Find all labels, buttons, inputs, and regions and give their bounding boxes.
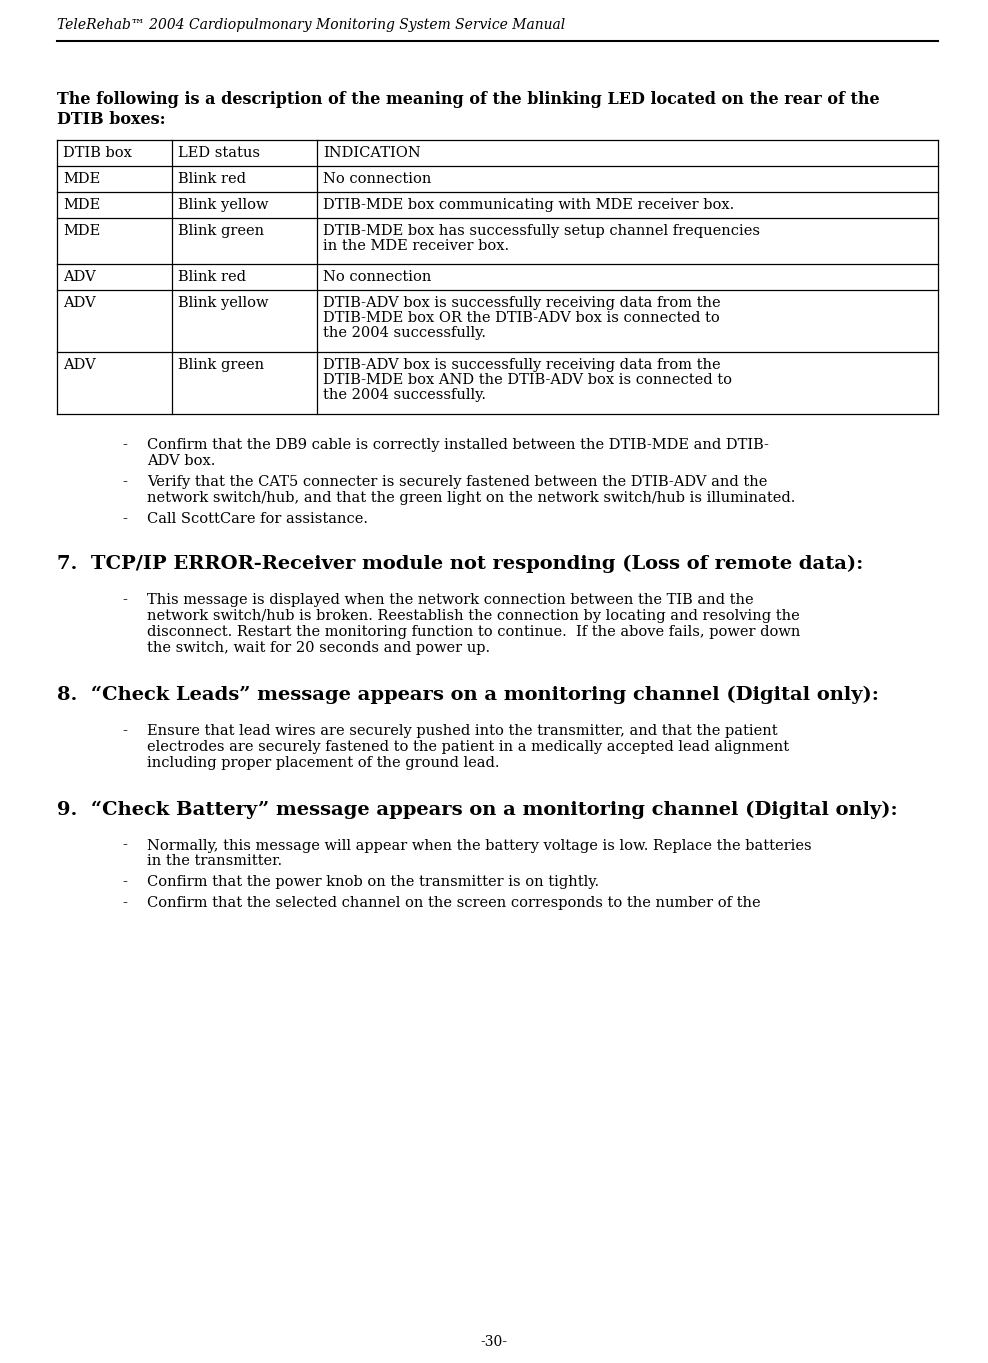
Text: Blink yellow: Blink yellow (178, 296, 269, 309)
Text: MDE: MDE (63, 172, 100, 185)
Text: -: - (122, 512, 126, 526)
Text: DTIB box: DTIB box (63, 146, 131, 159)
Text: Confirm that the power knob on the transmitter is on tightly.: Confirm that the power knob on the trans… (147, 875, 599, 890)
Text: 8.  “Check Leads” message appears on a monitoring channel (Digital only):: 8. “Check Leads” message appears on a mo… (57, 686, 879, 705)
Text: including proper placement of the ground lead.: including proper placement of the ground… (147, 755, 500, 770)
Text: Blink red: Blink red (178, 172, 246, 185)
Text: This message is displayed when the network connection between the TIB and the: This message is displayed when the netwo… (147, 593, 754, 607)
Text: -: - (122, 838, 126, 852)
Text: MDE: MDE (63, 224, 100, 239)
Text: DTIB-ADV box is successfully receiving data from the: DTIB-ADV box is successfully receiving d… (323, 358, 720, 372)
Text: ADV: ADV (63, 296, 96, 309)
Text: Call ScottCare for assistance.: Call ScottCare for assistance. (147, 512, 368, 526)
Text: DTIB-ADV box is successfully receiving data from the: DTIB-ADV box is successfully receiving d… (323, 296, 720, 309)
Text: Blink green: Blink green (178, 358, 264, 372)
Text: Ensure that lead wires are securely pushed into the transmitter, and that the pa: Ensure that lead wires are securely push… (147, 724, 778, 737)
Text: LED status: LED status (178, 146, 260, 159)
Text: INDICATION: INDICATION (323, 146, 421, 159)
Text: -: - (122, 875, 126, 890)
Text: DTIB boxes:: DTIB boxes: (57, 110, 166, 128)
Text: -: - (122, 474, 126, 489)
Text: the 2004 successfully.: the 2004 successfully. (323, 327, 486, 341)
Text: Verify that the CAT5 connecter is securely fastened between the DTIB-ADV and the: Verify that the CAT5 connecter is secure… (147, 474, 768, 489)
Text: Blink red: Blink red (178, 270, 246, 284)
Text: DTIB-MDE box communicating with MDE receiver box.: DTIB-MDE box communicating with MDE rece… (323, 198, 734, 213)
Text: in the MDE receiver box.: in the MDE receiver box. (323, 240, 509, 254)
Text: disconnect. Restart the monitoring function to continue.  If the above fails, po: disconnect. Restart the monitoring funct… (147, 624, 800, 639)
Text: DTIB-MDE box AND the DTIB-ADV box is connected to: DTIB-MDE box AND the DTIB-ADV box is con… (323, 373, 732, 387)
Text: No connection: No connection (323, 270, 432, 284)
Text: -: - (122, 438, 126, 453)
Text: Blink green: Blink green (178, 224, 264, 239)
Text: network switch/hub, and that the green light on the network switch/hub is illumi: network switch/hub, and that the green l… (147, 491, 795, 504)
Text: network switch/hub is broken. Reestablish the connection by locating and resolvi: network switch/hub is broken. Reestablis… (147, 609, 799, 623)
Text: -: - (122, 897, 126, 910)
Text: MDE: MDE (63, 198, 100, 213)
Text: ADV box.: ADV box. (147, 454, 215, 468)
Text: DTIB-MDE box OR the DTIB-ADV box is connected to: DTIB-MDE box OR the DTIB-ADV box is conn… (323, 311, 719, 326)
Text: Blink yellow: Blink yellow (178, 198, 269, 213)
Text: ADV: ADV (63, 270, 96, 284)
Text: -30-: -30- (480, 1334, 508, 1349)
Text: 7.  TCP/IP ERROR-Receiver module not responding (Loss of remote data):: 7. TCP/IP ERROR-Receiver module not resp… (57, 555, 864, 572)
Text: Confirm that the DB9 cable is correctly installed between the DTIB-MDE and DTIB-: Confirm that the DB9 cable is correctly … (147, 438, 769, 453)
Text: the 2004 successfully.: the 2004 successfully. (323, 388, 486, 402)
Text: 9.  “Check Battery” message appears on a monitoring channel (Digital only):: 9. “Check Battery” message appears on a … (57, 800, 898, 819)
Text: DTIB-MDE box has successfully setup channel frequencies: DTIB-MDE box has successfully setup chan… (323, 224, 760, 239)
Text: The following is a description of the meaning of the blinking LED located on the: The following is a description of the me… (57, 91, 879, 108)
Text: -: - (122, 724, 126, 737)
Text: Confirm that the selected channel on the screen corresponds to the number of the: Confirm that the selected channel on the… (147, 897, 761, 910)
Text: in the transmitter.: in the transmitter. (147, 855, 283, 868)
Text: -: - (122, 593, 126, 607)
Text: TeleRehab™ 2004 Cardiopulmonary Monitoring System Service Manual: TeleRehab™ 2004 Cardiopulmonary Monitori… (57, 18, 565, 31)
Text: Normally, this message will appear when the battery voltage is low. Replace the : Normally, this message will appear when … (147, 838, 811, 852)
Text: the switch, wait for 20 seconds and power up.: the switch, wait for 20 seconds and powe… (147, 641, 490, 654)
Text: No connection: No connection (323, 172, 432, 185)
Text: electrodes are securely fastened to the patient in a medically accepted lead ali: electrodes are securely fastened to the … (147, 740, 789, 754)
Text: ADV: ADV (63, 358, 96, 372)
